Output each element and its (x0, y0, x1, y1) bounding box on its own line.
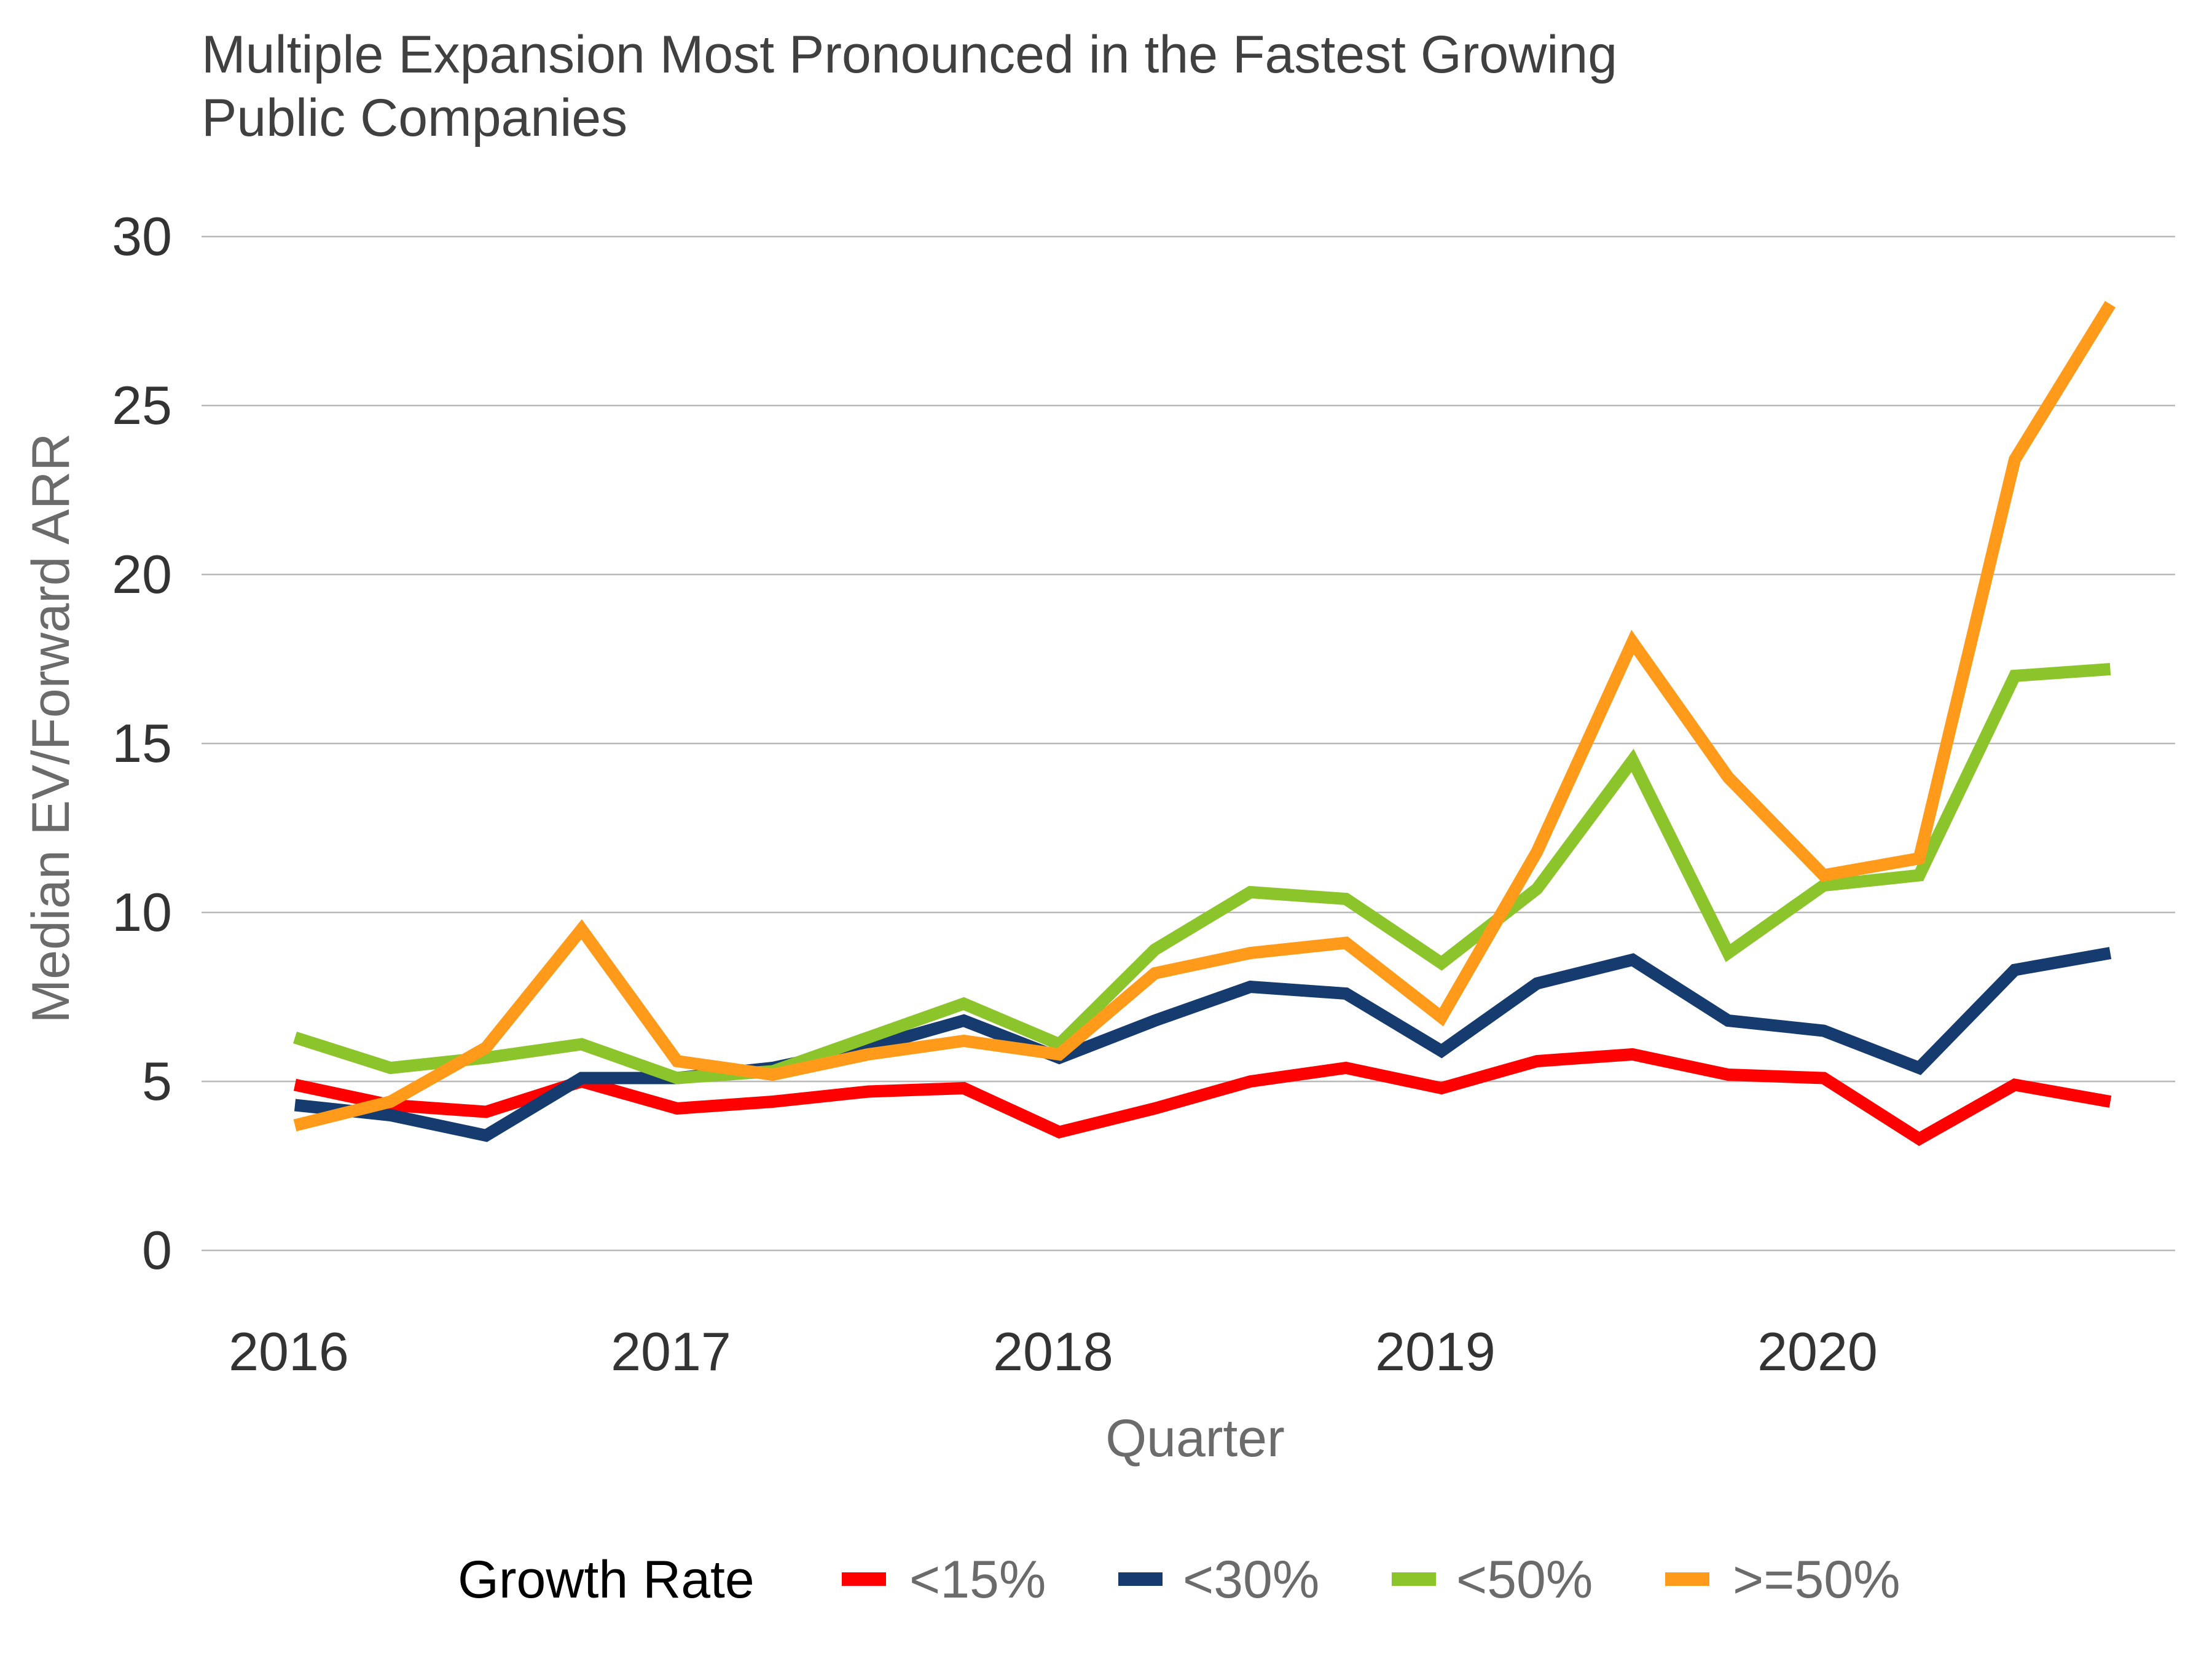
x-tick-label-2017: 2017 (611, 1321, 731, 1382)
series-3 (293, 300, 2116, 1132)
chart-title-line-2: Public Companies (202, 88, 628, 147)
series-line-0 (293, 1048, 2112, 1147)
series-line-2 (292, 663, 2111, 1084)
legend-label-1: <30% (1183, 1550, 1319, 1609)
series-1 (294, 947, 2112, 1142)
y-tick-label-10: 10 (112, 882, 172, 943)
series-2 (292, 663, 2111, 1084)
grid-lines (202, 235, 2175, 1252)
legend-label-3: >=50% (1733, 1550, 1900, 1609)
legend: Growth Rate <15% <30% <50% >=50% (458, 1550, 1900, 1609)
y-tick-label-15: 15 (112, 713, 172, 774)
chart-title-line-1: Multiple Expansion Most Pronounced in th… (202, 25, 1618, 84)
x-axis-title: Quarter (1105, 1409, 1285, 1468)
x-tick-label-2016: 2016 (229, 1321, 349, 1382)
series-lines (292, 300, 2116, 1147)
x-axis-ticks: 2016 2017 2018 2019 2020 (229, 1321, 1878, 1382)
series-line-1 (294, 947, 2112, 1142)
y-tick-label-30: 30 (112, 206, 172, 267)
y-tick-label-0: 0 (142, 1220, 172, 1281)
x-tick-label-2020: 2020 (1757, 1321, 1878, 1382)
y-tick-label-25: 25 (112, 375, 172, 436)
series-0 (293, 1048, 2112, 1147)
y-axis-ticks: 0 5 10 15 20 25 30 (112, 206, 172, 1281)
y-tick-label-5: 5 (142, 1051, 172, 1112)
x-tick-label-2019: 2019 (1375, 1321, 1496, 1382)
y-axis-title: Median EV/Forward ARR (22, 433, 80, 1024)
x-tick-label-2018: 2018 (993, 1321, 1113, 1382)
legend-label-2: <50% (1456, 1550, 1593, 1609)
y-tick-label-20: 20 (112, 544, 172, 605)
legend-title: Growth Rate (458, 1550, 755, 1609)
series-line-3 (293, 300, 2116, 1132)
legend-label-0: <15% (909, 1550, 1046, 1609)
